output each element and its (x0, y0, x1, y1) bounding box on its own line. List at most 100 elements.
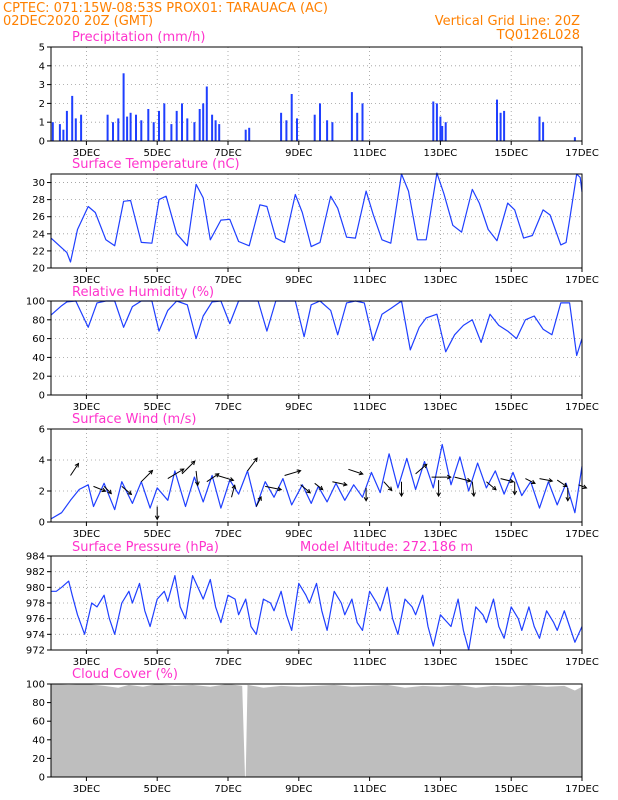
x-tick-label: 3DEC (73, 657, 100, 668)
wind-vector-shaft (300, 484, 311, 494)
panel-frame (50, 428, 583, 523)
humidity-title: Relative Humidity (%) (72, 285, 214, 300)
wind-vector-arrow (265, 485, 283, 492)
y-tick-label: 1 (39, 118, 45, 129)
y-tick-label: 60 (32, 334, 45, 345)
wind-vector-shaft (265, 485, 282, 491)
precipitation-bar (198, 109, 201, 141)
header-date: 02DEC2020 20Z (GMT) (3, 14, 153, 29)
wind-vector-head (101, 487, 107, 493)
x-tick-label: 7DEC (214, 148, 241, 159)
y-tick-label: 984 (26, 552, 45, 563)
precipitation-bar (356, 112, 359, 141)
wind-vector-arrow (486, 481, 497, 491)
x-tick-label: 17DEC (565, 529, 599, 540)
x-tick-label: 7DEC (214, 275, 241, 286)
x-tick-label: 9DEC (285, 529, 312, 540)
cloud-cover-area (51, 684, 582, 777)
precipitation-bar (326, 120, 329, 141)
wind-vector-arrow (93, 485, 107, 493)
wind-vector-arrow (70, 462, 80, 476)
wind-vector-shaft (255, 496, 262, 507)
x-tick-label: 11DEC (353, 402, 387, 413)
series-line (50, 443, 583, 520)
precipitation-bar (202, 103, 205, 141)
wind-vector-head (190, 460, 196, 466)
x-tick-label: 9DEC (285, 784, 312, 795)
x-tick-label: 15DEC (494, 402, 528, 413)
wind-vector-head (127, 490, 133, 496)
precipitation-bar (106, 114, 109, 141)
y-tick-label: 30 (32, 178, 45, 189)
wind-vector-head (179, 468, 185, 473)
y-tick-label: 100 (26, 680, 45, 691)
temperature-title: Surface Temperature (nC) (72, 157, 240, 172)
x-tick-label: 15DEC (494, 275, 528, 286)
y-tick-label: 26 (32, 212, 45, 223)
wind-vector-shaft (486, 481, 497, 491)
precipitation-bar (214, 120, 217, 141)
x-tick-label: 15DEC (494, 784, 528, 795)
wind-vector-shaft (539, 478, 553, 482)
wind-vector-arrow (181, 460, 196, 475)
precipitation-bar (193, 122, 196, 141)
panel-frame (50, 555, 583, 651)
precipitation-bar (147, 109, 150, 141)
wind-vector-head (107, 489, 113, 495)
x-tick-label: 13DEC (424, 784, 458, 795)
wind-vector-shaft (167, 468, 185, 480)
wind-vector-shaft (383, 481, 393, 491)
wind-vector-head (358, 470, 364, 476)
x-tick-label: 3DEC (73, 784, 100, 795)
y-tick-label: 40 (32, 353, 45, 364)
precipitation-panel: Precipitation (mm/h) 0 1 2 3 4 5 3DEC 5DEC 7DEC 9… (39, 30, 599, 159)
precipitation-bar (499, 112, 502, 141)
wind-vector-shaft (525, 478, 536, 484)
x-tick-label: 9DEC (285, 275, 312, 286)
wind-vector-shaft (93, 485, 106, 492)
x-tick-label: 11DEC (353, 148, 387, 159)
wind-vector-shaft (247, 457, 258, 472)
wind-vector-head (509, 478, 515, 484)
wind-vector-head (253, 457, 258, 463)
wind-vector-head (363, 496, 369, 502)
y-tick-label: 982 (26, 567, 45, 578)
y-tick-label: 20 (32, 372, 45, 383)
precipitation-bar (170, 124, 173, 141)
wind-vector-head (512, 490, 518, 496)
wind-vector-arrow (415, 463, 428, 475)
y-tick-label: 0 (39, 518, 45, 529)
x-tick-label: 5DEC (144, 784, 171, 795)
x-tick-label: 3DEC (73, 402, 100, 413)
precipitation-bar (140, 120, 143, 141)
x-tick-label: 13DEC (424, 402, 458, 413)
precipitation-bar (129, 112, 132, 141)
x-tick-label: 11DEC (353, 657, 387, 668)
wind-vector-head (582, 484, 588, 489)
y-tick-label: 40 (32, 735, 45, 746)
y-tick-label: 80 (32, 315, 45, 326)
x-tick-label: 9DEC (285, 657, 312, 668)
x-tick-label: 13DEC (424, 148, 458, 159)
header-grid-line: Vertical Grid Line: 20Z (435, 14, 580, 29)
x-tick-label: 3DEC (73, 148, 100, 159)
x-tick-label: 13DEC (424, 275, 458, 286)
header-run-id: TQ0126L028 (496, 28, 580, 43)
wind-vector-arrow (167, 468, 185, 480)
wind-vector-head (342, 481, 348, 487)
precipitation-bar (542, 122, 545, 141)
y-tick-label: 28 (32, 195, 45, 206)
x-tick-label: 17DEC (565, 275, 599, 286)
wind-vector-head (422, 463, 428, 469)
wind-vector-head (530, 479, 536, 484)
wind-vector-shaft (181, 460, 196, 475)
y-tick-label: 22 (32, 246, 45, 257)
precipitation-bar (62, 129, 65, 141)
precipitation-bar (51, 122, 54, 141)
wind-vector-shaft (471, 481, 475, 497)
y-tick-label: 2 (39, 487, 45, 498)
wind-vector-head (277, 486, 283, 492)
precipitation-bar (435, 103, 438, 141)
wind-vector-head (565, 496, 571, 502)
